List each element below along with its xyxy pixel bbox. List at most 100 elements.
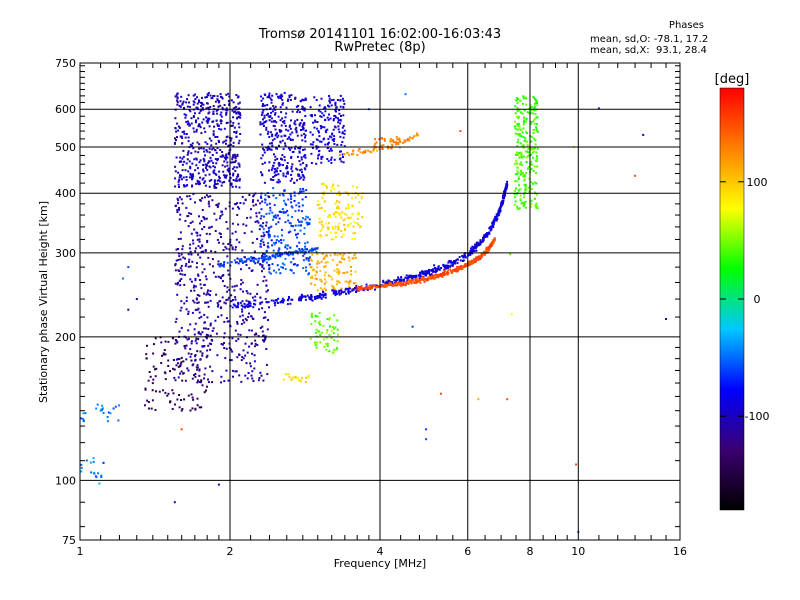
data-point (336, 340, 339, 343)
data-point (189, 348, 192, 351)
data-point (236, 96, 239, 99)
data-point (304, 381, 307, 384)
data-point (536, 206, 539, 209)
data-point (235, 155, 237, 158)
data-point (199, 126, 202, 129)
data-point (530, 148, 533, 151)
data-point (234, 230, 237, 233)
data-point (345, 280, 348, 283)
data-point (179, 309, 182, 312)
data-point (295, 126, 298, 129)
data-point (410, 277, 413, 280)
data-point (176, 103, 179, 106)
data-point (231, 156, 234, 159)
data-point (341, 254, 344, 257)
data-point (340, 115, 342, 117)
data-point (197, 379, 200, 382)
data-point (276, 181, 279, 184)
data-point (204, 167, 207, 169)
data-point (268, 161, 271, 164)
data-point (174, 185, 177, 188)
data-point (339, 94, 342, 97)
data-point (516, 115, 518, 118)
data-point (146, 344, 148, 347)
data-point (313, 283, 316, 286)
data-point (179, 100, 182, 103)
data-point (189, 165, 192, 168)
data-point (190, 152, 193, 155)
data-point (404, 284, 407, 287)
data-point (353, 238, 356, 240)
data-point (320, 223, 323, 226)
data-point (194, 98, 197, 100)
data-point (286, 299, 289, 302)
data-point (195, 366, 198, 369)
data-point (210, 159, 213, 162)
data-point (333, 228, 336, 230)
data-point (194, 279, 197, 282)
data-point (221, 164, 224, 167)
data-point (371, 286, 374, 288)
data-point (530, 140, 533, 143)
data-point (262, 256, 265, 259)
data-point (196, 231, 199, 234)
data-point (413, 281, 416, 284)
data-point (198, 180, 201, 183)
data-point (515, 151, 518, 154)
data-point (484, 233, 487, 236)
data-point (238, 107, 241, 110)
data-point (151, 382, 154, 385)
data-point (226, 109, 229, 112)
data-point (351, 288, 354, 291)
data-point (347, 204, 350, 207)
data-point (281, 98, 284, 101)
data-point (318, 217, 321, 220)
data-point (226, 290, 229, 293)
data-point (316, 315, 319, 318)
data-point (301, 296, 304, 299)
data-point (275, 147, 278, 150)
data-point (332, 238, 335, 241)
data-point (302, 148, 304, 151)
data-point (296, 168, 299, 171)
data-point (318, 311, 321, 314)
data-point (205, 337, 208, 340)
data-point (417, 274, 420, 277)
data-point (232, 303, 235, 306)
data-point (213, 179, 216, 182)
data-point (532, 147, 535, 150)
data-point (388, 281, 391, 284)
data-point (533, 108, 536, 111)
data-point (246, 377, 249, 380)
data-point (509, 253, 512, 256)
data-point (334, 202, 337, 205)
data-point (247, 316, 250, 318)
data-point (532, 169, 535, 172)
data-point (344, 218, 346, 221)
data-point (196, 238, 199, 241)
data-point (340, 160, 343, 163)
data-point (356, 286, 359, 289)
data-point (196, 179, 199, 182)
data-point (180, 428, 183, 431)
data-point (522, 121, 525, 124)
data-point (320, 140, 323, 143)
data-point (375, 286, 378, 289)
data-point (335, 110, 337, 113)
data-point (216, 147, 219, 149)
data-point (432, 269, 434, 272)
data-point (237, 112, 240, 115)
data-point (189, 243, 192, 246)
data-point (301, 107, 304, 110)
data-point (178, 179, 181, 181)
data-point (298, 177, 301, 180)
data-point (428, 272, 431, 275)
data-point (204, 184, 207, 187)
data-point (423, 273, 426, 276)
data-point (213, 180, 216, 183)
data-point (185, 120, 188, 123)
data-point (204, 154, 206, 157)
data-point (270, 225, 273, 228)
data-point (514, 105, 517, 108)
data-point (190, 280, 193, 283)
